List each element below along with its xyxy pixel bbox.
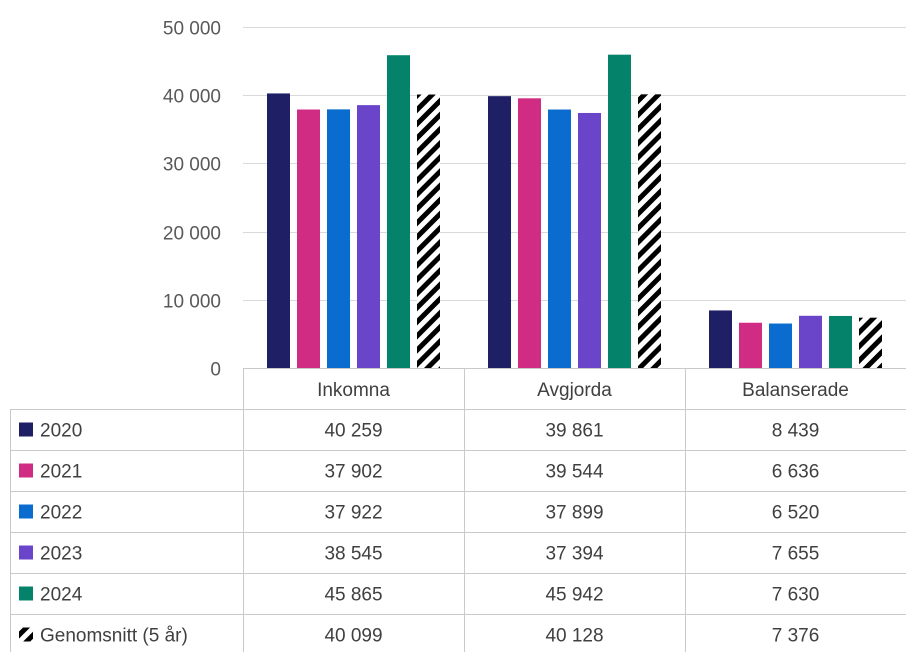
bar-genomsnitt-avgjorda	[638, 94, 661, 369]
series-name: Genomsnitt (5 år)	[40, 626, 188, 647]
series-name: 2023	[40, 544, 82, 565]
data-label: 38 545	[324, 544, 382, 565]
data-table: Inkomna Avgjorda Balanserade 2020 40 259 39 8…	[10, 368, 906, 652]
data-label: 7 630	[772, 585, 820, 606]
legend-key	[19, 627, 33, 642]
series-name: 2020	[40, 421, 82, 442]
y-tick-label: 30 000	[163, 155, 221, 176]
bar-2020-balanserade	[709, 310, 732, 368]
series-name: 2024	[40, 585, 83, 606]
data-label: 8 439	[772, 421, 820, 442]
bar-2021-avgjorda	[518, 98, 541, 368]
y-tick-label: 20 000	[163, 224, 221, 245]
series-name: 2021	[40, 462, 82, 483]
data-label: 6 636	[772, 462, 820, 483]
bar-2023-inkomna	[357, 105, 380, 368]
bar-2021-inkomna	[297, 109, 320, 368]
data-label: 37 899	[545, 503, 603, 524]
bars	[267, 54, 882, 369]
bar-2023-avgjorda	[578, 112, 601, 368]
y-tick-label: 10 000	[163, 292, 221, 313]
data-label: 7 376	[772, 626, 820, 647]
legend-key	[19, 504, 33, 519]
bar-2022-balanserade	[769, 323, 792, 368]
legend-key	[19, 545, 33, 560]
data-label: 45 865	[324, 585, 382, 606]
y-tick-label: 50 000	[163, 19, 221, 40]
gridlines	[243, 27, 906, 301]
bar-2024-inkomna	[387, 55, 410, 369]
y-axis-ticks: 0 10 000 20 000 30 000 40 000 50 000	[163, 19, 221, 381]
bar-2022-avgjorda	[548, 109, 571, 369]
legend-key	[19, 463, 33, 478]
data-label: 40 099	[324, 626, 382, 647]
category-label: Balanserade	[742, 380, 849, 401]
bar-2024-balanserade	[829, 315, 852, 368]
data-label: 37 922	[324, 503, 382, 524]
bar-2023-balanserade	[799, 315, 822, 368]
series-name: 2022	[40, 503, 82, 524]
bar-2024-avgjorda	[608, 54, 631, 368]
legend-key	[19, 422, 33, 437]
bar-2022-inkomna	[327, 109, 350, 369]
legend-key	[19, 586, 33, 601]
bar-genomsnitt-inkomna	[417, 94, 440, 369]
category-label: Avgjorda	[537, 380, 612, 401]
data-label: 40 128	[545, 626, 603, 647]
data-label: 37 394	[545, 544, 604, 565]
data-label: 37 902	[324, 462, 382, 483]
y-tick-label: 40 000	[163, 87, 221, 108]
data-label: 45 942	[545, 585, 603, 606]
data-label: 39 544	[545, 462, 604, 483]
y-tick-label: 0	[210, 360, 221, 381]
bar-2021-balanserade	[739, 322, 762, 368]
bar-genomsnitt-balanserade	[859, 317, 882, 368]
bar-2020-inkomna	[267, 93, 290, 368]
data-label: 39 861	[545, 421, 603, 442]
data-label: 6 520	[772, 503, 820, 524]
category-label: Inkomna	[317, 380, 390, 401]
data-label: 40 259	[324, 421, 382, 442]
data-label: 7 655	[772, 544, 820, 565]
bar-2020-avgjorda	[488, 96, 511, 368]
